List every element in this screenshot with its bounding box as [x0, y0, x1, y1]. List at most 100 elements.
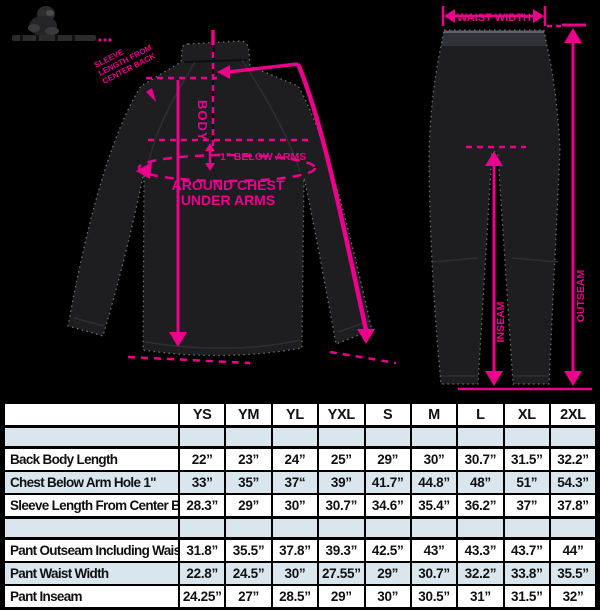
waist-width-label: WAIST WIDTH	[457, 12, 531, 24]
row-label: Pant Inseam	[2, 584, 180, 610]
size-column-header: YL	[270, 401, 320, 428]
spacer-cell	[549, 425, 598, 449]
size-value-cell: 30”	[409, 446, 459, 472]
size-value-cell: 48”	[456, 470, 505, 495]
size-value-cell: 34.6”	[363, 493, 412, 519]
size-value-cell: 39.3”	[317, 537, 366, 563]
size-value-cell: 32.2”	[456, 561, 505, 586]
size-value-cell: 25”	[317, 446, 366, 472]
spacer-cell	[177, 425, 227, 449]
spacer-cell	[409, 516, 459, 540]
size-value-cell: 27”	[224, 584, 273, 610]
spacer-cell	[549, 516, 598, 540]
size-value-cell: 29”	[363, 561, 412, 586]
row-label: Chest Below Arm Hole 1"	[2, 470, 180, 495]
size-value-cell: 37”	[502, 493, 552, 519]
size-value-cell: 29”	[224, 493, 273, 519]
size-value-cell: 44.8”	[409, 470, 459, 495]
size-value-cell: 54.3”	[549, 470, 598, 495]
size-column-header: YM	[224, 401, 273, 428]
jacket-annotations: SLEEVE LENGTH FROM CENTER BACK BODY 1" B…	[93, 30, 397, 365]
size-diagram: SLEEVE LENGTH FROM CENTER BACK BODY 1" B…	[12, 6, 592, 391]
size-value-cell: 44”	[549, 537, 598, 563]
table-row: Pant Inseam 24.25” 27” 28.5” 29” 30” 30.5” 31” 3…	[2, 584, 598, 610]
size-value-cell: 33.8”	[502, 561, 552, 586]
spacer-cell	[2, 425, 180, 449]
around-chest-label-line1: AROUND CHEST	[172, 177, 285, 193]
size-value-cell: 43.7”	[502, 537, 552, 563]
row-label: Pant Waist Width	[2, 561, 180, 586]
table-row: Pant Outseam Including Waist 31.8” 35.5” 37…	[2, 537, 598, 563]
size-value-cell: 30”	[270, 493, 320, 519]
size-value-cell: 24.25”	[177, 584, 227, 610]
size-column-header: 2XL	[549, 401, 598, 428]
size-value-cell: 35.4”	[409, 493, 459, 519]
size-value-cell: 29”	[317, 584, 366, 610]
header-row: YS YM YL YXL S M L XL 2XL	[2, 401, 598, 428]
size-value-cell: 24”	[270, 446, 320, 472]
size-value-cell: 28.3”	[177, 493, 227, 519]
size-value-cell: 32.2”	[549, 446, 598, 472]
size-value-cell: 28.5”	[270, 584, 320, 610]
outseam-label: OUTSEAM	[575, 269, 587, 322]
row-label: Pant Outseam Including Waist	[2, 537, 180, 563]
spacer-cell	[409, 425, 459, 449]
size-value-cell: 30”	[270, 561, 320, 586]
around-chest-label-line2: UNDER ARMS	[181, 192, 275, 208]
size-value-cell: 32”	[549, 584, 598, 610]
table-row: Sleeve Length From Center Back28.3”29”30…	[2, 493, 598, 519]
size-column-header: XL	[502, 401, 552, 428]
size-value-cell: 30.7”	[317, 493, 366, 519]
size-column-header: M	[409, 401, 459, 428]
spacer-cell	[317, 516, 366, 540]
size-value-cell: 43.3”	[456, 537, 505, 563]
size-value-cell: 39”	[317, 470, 366, 495]
size-value-cell: 37.8”	[549, 493, 598, 519]
corner-cell	[2, 401, 180, 428]
size-value-cell: 35.5”	[549, 561, 598, 586]
size-table: YS YM YL YXL S M L XL 2XL Back Body Length 22” 23” 2…	[2, 401, 598, 610]
spacer-cell	[363, 425, 412, 449]
size-value-cell: 30.5”	[409, 584, 459, 610]
size-column-header: S	[363, 401, 412, 428]
size-value-cell: 35.5”	[224, 537, 273, 563]
row-label: Sleeve Length From Center Back	[2, 493, 180, 519]
spacer-cell	[456, 516, 505, 540]
size-value-cell: 43”	[409, 537, 459, 563]
inseam-label: INSEAM	[495, 301, 507, 342]
size-value-cell: 22.8”	[177, 561, 227, 586]
size-value-cell: 27.55”	[317, 561, 366, 586]
spacer-cell	[224, 425, 273, 449]
size-value-cell: 36.2”	[456, 493, 505, 519]
size-value-cell: 29”	[363, 446, 412, 472]
size-column-header: L	[456, 401, 505, 428]
pants-annotations: WAIST WIDTH OUTSEAM INSEAM	[441, 6, 592, 391]
spacer-cell	[456, 425, 505, 449]
size-value-cell: 37.8”	[270, 537, 320, 563]
body-length-label: BODY	[195, 100, 210, 142]
size-value-cell: 51”	[502, 470, 552, 495]
size-value-cell: 31.5”	[502, 446, 552, 472]
size-value-cell: 35”	[224, 470, 273, 495]
spacer-cell	[502, 516, 552, 540]
size-value-cell: 23”	[224, 446, 273, 472]
spacer-cell	[224, 516, 273, 540]
size-value-cell: 30.7”	[409, 561, 459, 586]
table-row: Pant Waist Width 22.8” 24.5” 30” 27.55” 29” 30…	[2, 561, 598, 586]
spacer-cell	[363, 516, 412, 540]
spacer-row	[2, 425, 598, 449]
size-value-cell: 41.7”	[363, 470, 412, 495]
brand-logo-icon	[12, 6, 112, 42]
size-value-cell: 30”	[363, 584, 412, 610]
jacket-illustration	[67, 40, 373, 357]
size-value-cell: 31.8”	[177, 537, 227, 563]
spacer-cell	[270, 516, 320, 540]
size-value-cell: 37“	[270, 470, 320, 495]
size-value-cell: 42.5”	[363, 537, 412, 563]
spacer-row	[2, 516, 598, 540]
table-row: Chest Below Arm Hole 1" 33” 35” 37“ 39” 41.7”…	[2, 470, 598, 495]
size-value-cell: 33”	[177, 470, 227, 495]
size-column-header: YXL	[317, 401, 366, 428]
spacer-cell	[177, 516, 227, 540]
size-value-cell: 31.5”	[502, 584, 552, 610]
